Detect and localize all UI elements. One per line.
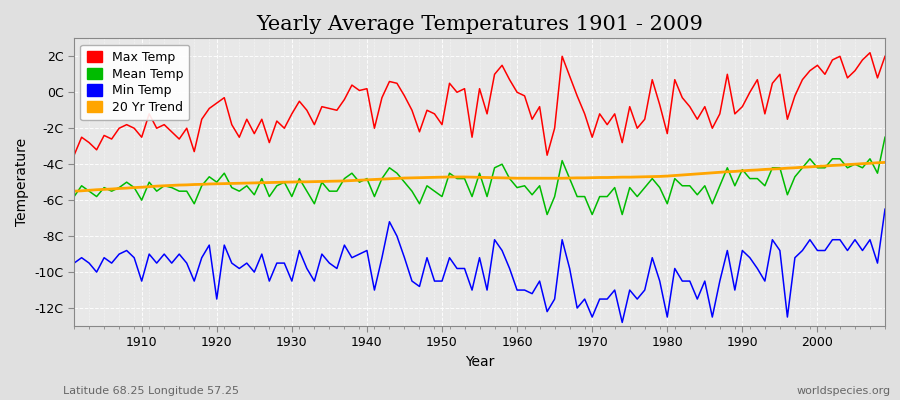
Mean Temp	[879, 135, 890, 140]
Max Temp	[879, 54, 890, 59]
Line: Max Temp: Max Temp	[74, 53, 885, 155]
Text: Latitude 68.25 Longitude 57.25: Latitude 68.25 Longitude 57.25	[63, 386, 239, 396]
Min Temp	[602, 297, 613, 302]
Text: worldspecies.org: worldspecies.org	[796, 386, 891, 396]
Mean Temp	[542, 212, 553, 217]
Line: Mean Temp: Mean Temp	[74, 137, 885, 214]
Legend: Max Temp, Mean Temp, Min Temp, 20 Yr Trend: Max Temp, Mean Temp, Min Temp, 20 Yr Tre…	[80, 44, 189, 120]
20 Yr Trend	[504, 176, 515, 180]
Max Temp	[339, 97, 350, 102]
Max Temp	[294, 99, 305, 104]
Min Temp	[339, 243, 350, 248]
Max Temp	[865, 50, 876, 55]
Max Temp	[512, 90, 523, 95]
Mean Temp	[129, 185, 140, 190]
Mean Temp	[512, 185, 523, 190]
Mean Temp	[68, 194, 79, 199]
20 Yr Trend	[879, 160, 890, 165]
Y-axis label: Temperature: Temperature	[15, 138, 29, 226]
20 Yr Trend	[129, 185, 140, 190]
Min Temp	[68, 261, 79, 266]
Max Temp	[504, 77, 515, 82]
20 Yr Trend	[339, 178, 350, 183]
20 Yr Trend	[68, 189, 79, 194]
Min Temp	[294, 248, 305, 253]
Min Temp	[616, 320, 627, 325]
Title: Yearly Average Temperatures 1901 - 2009: Yearly Average Temperatures 1901 - 2009	[256, 15, 703, 34]
X-axis label: Year: Year	[465, 355, 494, 369]
Max Temp	[68, 153, 79, 158]
20 Yr Trend	[602, 175, 613, 180]
Min Temp	[512, 288, 523, 292]
Min Temp	[129, 255, 140, 260]
Line: Min Temp: Min Temp	[74, 209, 885, 322]
20 Yr Trend	[512, 176, 523, 181]
Mean Temp	[504, 176, 515, 181]
Max Temp	[602, 122, 613, 127]
Mean Temp	[294, 176, 305, 181]
Mean Temp	[609, 185, 620, 190]
20 Yr Trend	[294, 180, 305, 184]
Mean Temp	[339, 176, 350, 181]
Line: 20 Yr Trend: 20 Yr Trend	[74, 162, 885, 191]
Max Temp	[129, 126, 140, 131]
Min Temp	[879, 207, 890, 212]
Min Temp	[504, 266, 515, 271]
